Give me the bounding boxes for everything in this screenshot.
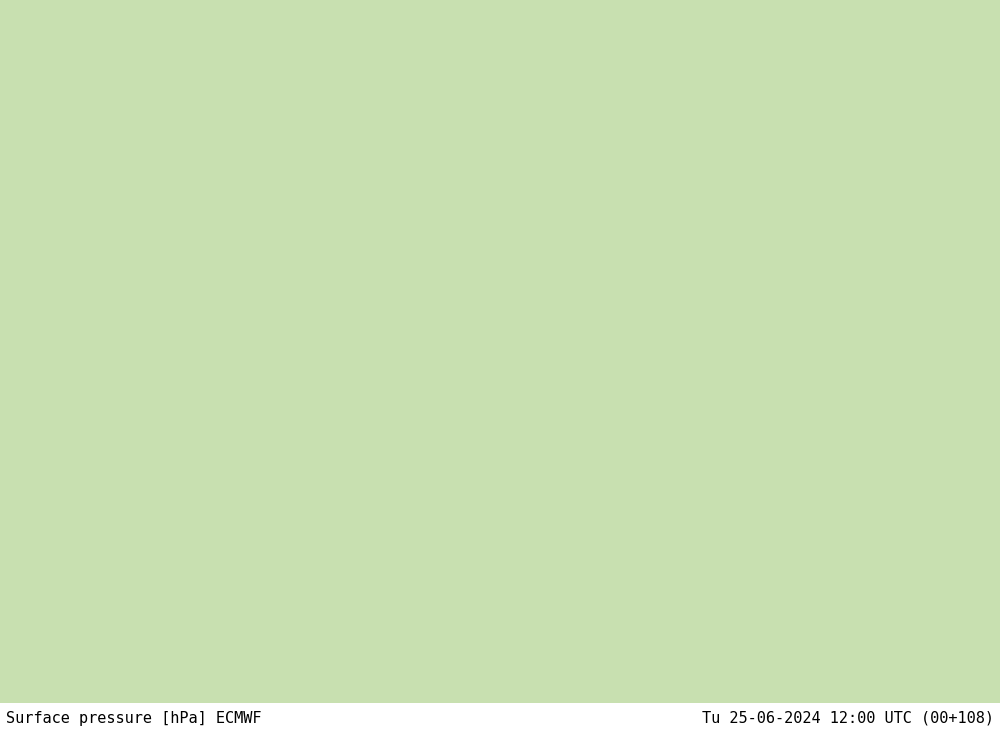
Text: Surface pressure [hPa] ECMWF: Surface pressure [hPa] ECMWF	[6, 710, 262, 726]
Bar	[0, 703, 1000, 733]
Text: Tu 25-06-2024 12:00 UTC (00+108): Tu 25-06-2024 12:00 UTC (00+108)	[702, 710, 994, 726]
